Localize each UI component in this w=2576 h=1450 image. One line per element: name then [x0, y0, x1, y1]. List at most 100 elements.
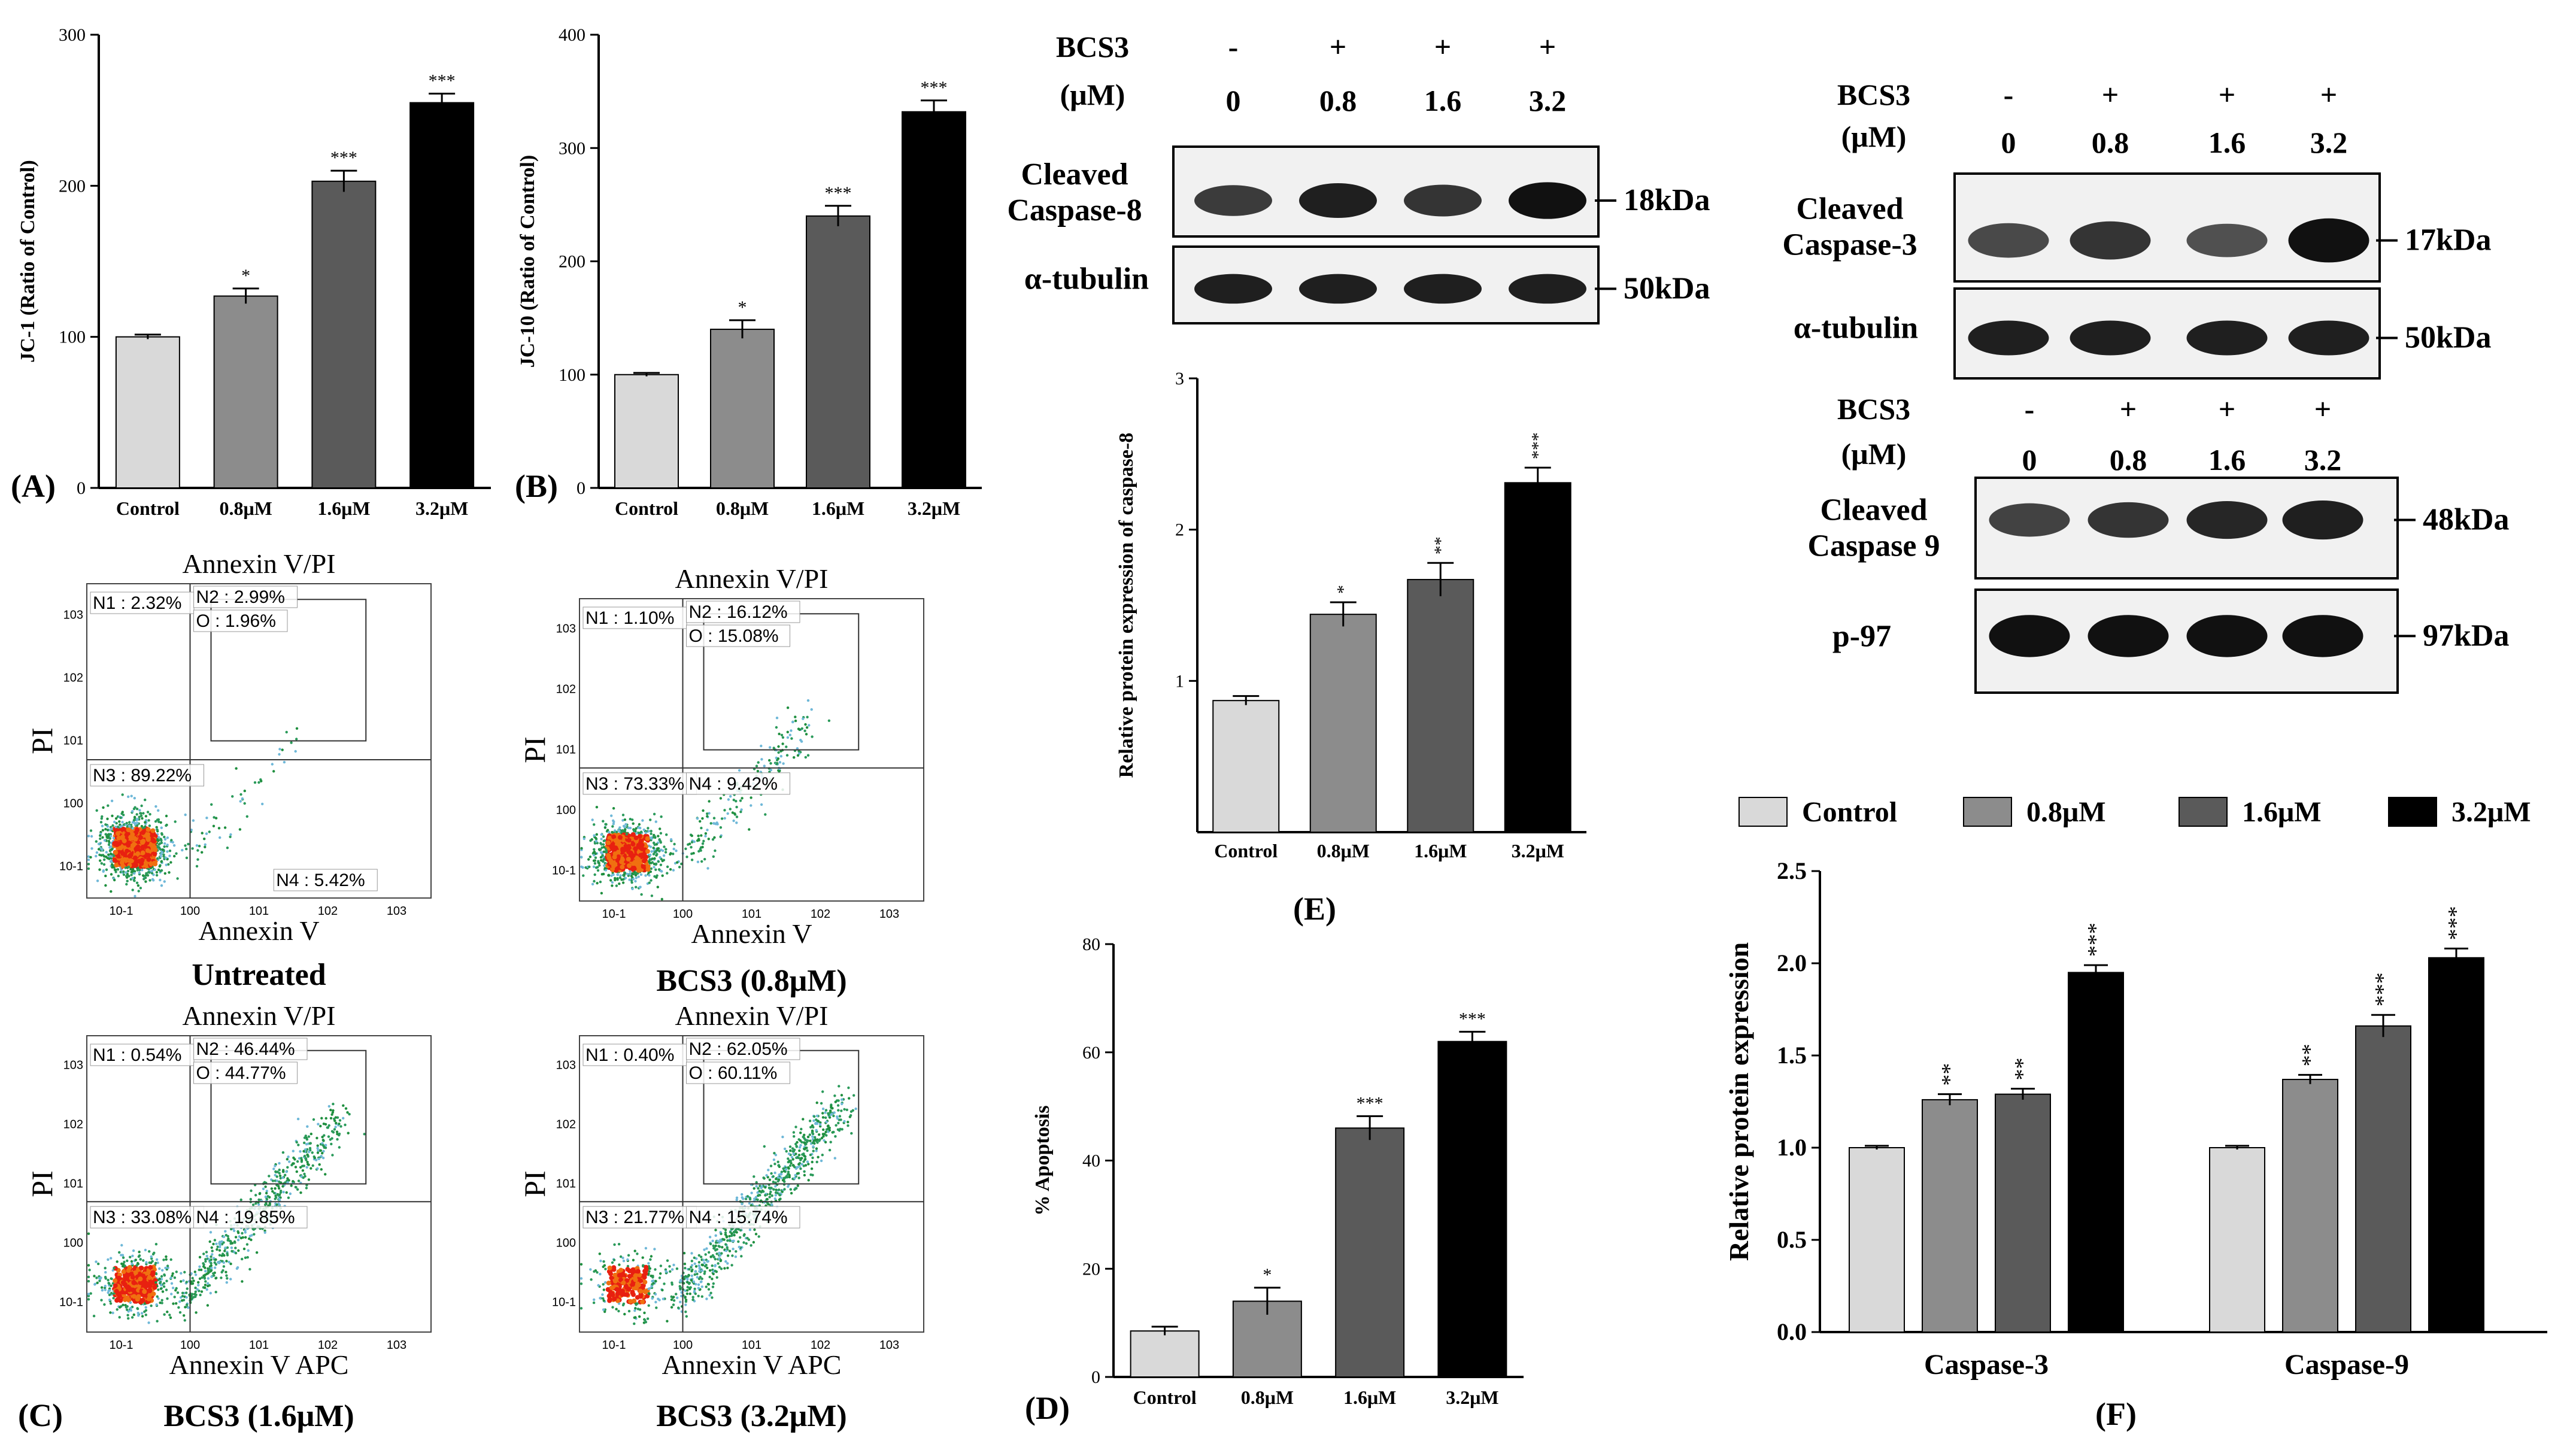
flow-dot: [303, 1154, 307, 1158]
flow-dot: [729, 1239, 732, 1242]
flow-dot: [701, 845, 704, 849]
flow-dot: [138, 869, 141, 872]
flow-dot: [742, 1241, 745, 1244]
flow-dot: [244, 1229, 247, 1232]
flow-dot: [95, 851, 99, 854]
flow-dot: [140, 804, 143, 808]
flow-dot: [740, 808, 743, 811]
flow-dot: [787, 1167, 790, 1170]
flow-dot: [780, 1176, 783, 1179]
flow-dot: [588, 865, 591, 869]
flow-dot: [114, 817, 118, 820]
flow-dot: [733, 1234, 736, 1237]
flow-dot: [239, 793, 242, 796]
flow-dot: [658, 1299, 661, 1302]
flow-dot: [714, 849, 717, 853]
y-tick-label: 0.5: [1777, 1226, 1807, 1253]
flow-dot: [165, 824, 168, 827]
flow-dot: [642, 828, 646, 832]
flow-dot: [788, 1145, 792, 1148]
flow-dot: [680, 1294, 683, 1297]
flow-dot: [714, 1234, 717, 1237]
flow-dot: [639, 873, 643, 876]
flow-x-tick-label: 100: [180, 905, 200, 918]
flow-dot: [647, 1262, 650, 1265]
flow-dot: [630, 872, 634, 875]
flow-dot: [760, 803, 763, 806]
flow-dot: [593, 1270, 596, 1273]
flow-dot: [127, 854, 132, 859]
flow-dot: [718, 1240, 721, 1243]
flow-dot: [622, 1260, 626, 1263]
flow-dot: [599, 856, 603, 859]
flow-dot: [596, 882, 599, 885]
flow-dot: [214, 1263, 218, 1266]
flow-dot: [126, 825, 129, 829]
flow-dot: [283, 760, 286, 764]
flow-dot: [693, 1273, 696, 1276]
flow-dot: [693, 1256, 696, 1260]
flow-dot: [742, 1234, 746, 1237]
flow-dot: [612, 1296, 617, 1302]
flow-dot: [611, 884, 614, 887]
flow-dot: [703, 1261, 706, 1264]
molecular-weight-marker: 97kDa: [2423, 618, 2509, 653]
flow-dot: [204, 1286, 207, 1290]
flow-dot: [143, 826, 146, 829]
flow-dot: [282, 1191, 285, 1194]
flow-dot: [637, 833, 642, 839]
flow-dot: [160, 1284, 163, 1287]
flow-dot: [336, 1137, 339, 1141]
flow-dot: [783, 1147, 787, 1151]
quadrant-label-n3: N3 : 89.22%: [93, 766, 192, 785]
flow-dot: [776, 1160, 779, 1164]
flow-dot: [697, 839, 700, 842]
blot-band: [2186, 320, 2268, 356]
flow-dot: [757, 1187, 760, 1190]
flow-dot: [746, 1195, 750, 1198]
flow-dot: [636, 1252, 639, 1255]
flow-dot: [165, 1288, 168, 1291]
flow-dot: [244, 1256, 247, 1259]
flow-dot: [146, 811, 150, 814]
flow-x-tick-label: 103: [879, 1339, 899, 1352]
x-tick-label: 1.6μM: [1343, 1387, 1396, 1408]
flow-dot: [197, 1281, 200, 1284]
flow-dot: [827, 1113, 830, 1117]
bar: [2355, 1025, 2411, 1333]
flow-dot: [150, 1304, 153, 1308]
flow-dot: [303, 1172, 306, 1176]
flow-dot: [824, 1109, 828, 1112]
flow-dot: [802, 1152, 805, 1155]
flow-dot: [849, 1114, 852, 1117]
flow-dot: [110, 1284, 113, 1287]
flow-dot: [110, 1257, 113, 1260]
flow-dot: [213, 1261, 216, 1264]
flow-dot: [708, 1236, 712, 1239]
flow-dot: [157, 843, 160, 846]
flow-dot: [611, 1261, 614, 1264]
bar: [2282, 1079, 2338, 1333]
flow-dot: [679, 1280, 682, 1283]
flow-dot: [331, 1111, 334, 1114]
flow-dot: [93, 1275, 96, 1278]
flow-dot: [582, 874, 585, 877]
legend-swatch: [2178, 797, 2228, 827]
lane-treatment-sign: +: [2219, 392, 2236, 426]
flow-dot: [216, 1248, 219, 1251]
flow-dot: [144, 876, 147, 879]
flow-dot: [162, 853, 165, 856]
flow-dot: [711, 1296, 714, 1299]
flow-dot: [157, 836, 160, 839]
flow-dot: [635, 1281, 640, 1287]
flow-dot: [709, 1255, 712, 1258]
flow-dot: [116, 1260, 119, 1263]
flow-x-tick-label: 101: [249, 905, 269, 918]
flow-dot: [317, 1149, 320, 1152]
flow-dot: [294, 1166, 298, 1169]
blot-band: [1968, 223, 2049, 258]
flow-dot: [718, 1251, 721, 1255]
flow-dot: [148, 879, 151, 882]
flow-dot: [648, 1270, 651, 1273]
flow-dot: [631, 861, 636, 866]
